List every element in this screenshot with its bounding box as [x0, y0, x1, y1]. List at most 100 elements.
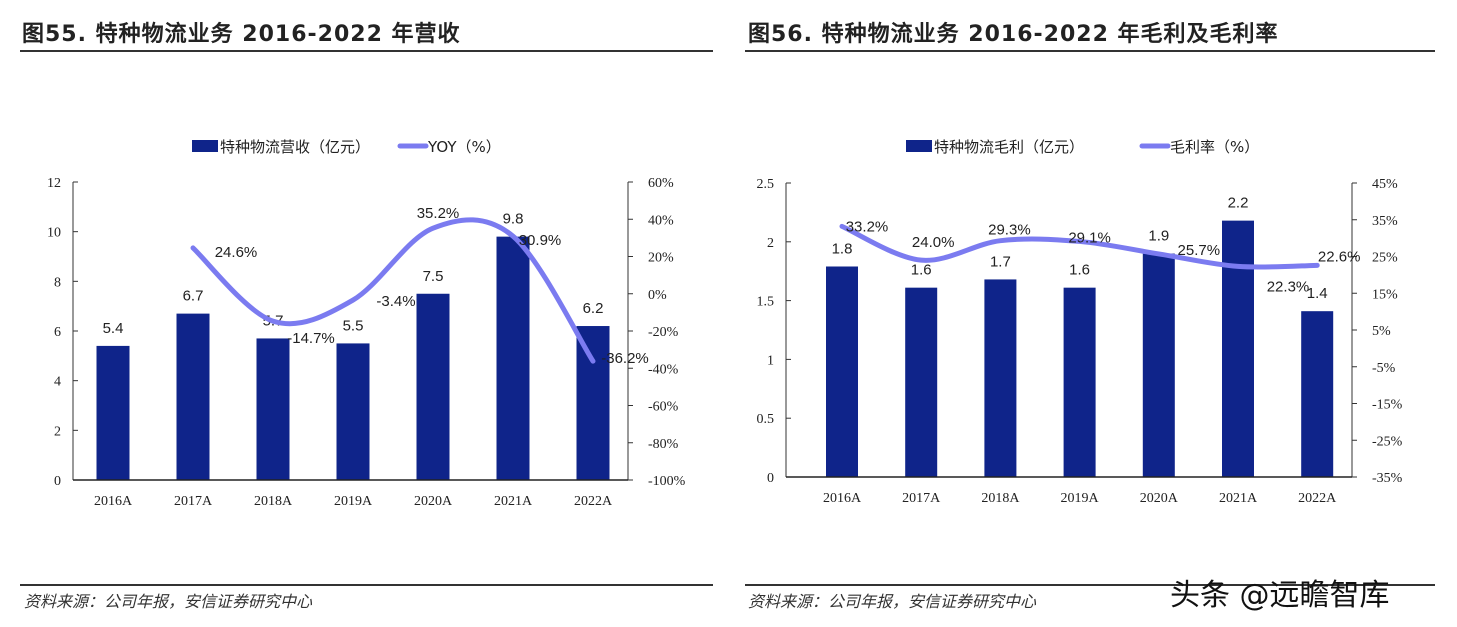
bar-data-label: 1.4 — [1307, 285, 1328, 302]
legend-bar-label: 特种物流毛利（亿元） — [934, 138, 1084, 156]
line-data-label: -3.4% — [376, 293, 415, 310]
left-tick-label: 0 — [767, 471, 774, 486]
line-data-label: 30.9% — [519, 232, 562, 249]
legend-bar-label: 特种物流营收（亿元） — [220, 138, 370, 156]
x-tick-label: 2021A — [494, 494, 533, 509]
right-tick-label: 40% — [648, 213, 674, 228]
bar-data-label: 1.8 — [832, 240, 853, 257]
x-tick-label: 2020A — [414, 494, 453, 509]
bar-2020A — [416, 293, 450, 480]
bar-data-label: 1.9 — [1148, 228, 1169, 245]
bar-data-label: 6.2 — [583, 300, 604, 317]
left-tick-label: 2 — [767, 236, 774, 251]
right-tick-label: -40% — [648, 362, 679, 377]
bar-data-label: 9.8 — [503, 211, 524, 228]
right-tick-label: 45% — [1372, 177, 1398, 192]
bar-data-label: 6.7 — [183, 288, 204, 305]
left-chart-title: 图55. 特种物流业务 2016-2022 年营收 — [22, 22, 461, 47]
x-tick-label: 2022A — [574, 494, 613, 509]
bar-2016A — [96, 345, 130, 480]
left-tick-label: 2.5 — [757, 177, 775, 192]
right-tick-label: -100% — [648, 474, 686, 489]
x-tick-label: 2021A — [1219, 491, 1258, 506]
bar-data-label: 1.6 — [1069, 262, 1090, 279]
bar-data-label: 2.2 — [1228, 195, 1249, 212]
legend-bar-swatch — [906, 140, 932, 152]
line-data-label: 22.3% — [1267, 278, 1310, 295]
x-tick-label: 2016A — [823, 491, 862, 506]
line-data-label: 24.0% — [912, 234, 955, 251]
line-data-label: 29.3% — [988, 222, 1031, 239]
x-tick-label: 2018A — [981, 491, 1020, 506]
legend-line-label: YOY（%） — [427, 138, 501, 156]
right-tick-label: -5% — [1372, 361, 1396, 376]
bar-2020A — [1142, 253, 1175, 477]
bar-2022A — [1301, 311, 1334, 477]
bar-2016A — [826, 266, 858, 477]
right-tick-label: 0% — [648, 288, 667, 303]
left-title-rule — [20, 50, 713, 52]
left-tick-label: 10 — [47, 226, 61, 241]
bar-data-label: 7.5 — [423, 268, 444, 285]
right-source: 资料来源：公司年报，安信证券研究中心 — [748, 592, 1037, 611]
line-series — [190, 217, 596, 364]
x-tick-label: 2017A — [902, 491, 941, 506]
line-data-label: -14.7% — [287, 330, 335, 347]
x-tick-label: 2017A — [174, 494, 213, 509]
x-tick-label: 2020A — [1140, 491, 1179, 506]
bar-2021A — [496, 236, 530, 480]
right-tick-label: -15% — [1372, 398, 1403, 413]
bar-data-label: 5.5 — [343, 317, 364, 334]
bar-data-label: 5.4 — [103, 320, 124, 337]
left-source: 资料来源：公司年报，安信证券研究中心 — [24, 592, 313, 611]
bar-2017A — [176, 313, 210, 480]
right-tick-label: 60% — [648, 176, 674, 191]
left-tick-label: 8 — [54, 275, 61, 290]
bar-2018A — [984, 279, 1017, 477]
line-data-label: 33.2% — [846, 218, 889, 235]
right-source-rule — [745, 584, 1435, 586]
left-tick-label: 1.5 — [757, 295, 775, 310]
bar-2021A — [1222, 220, 1254, 477]
left-tick-label: 0 — [54, 474, 61, 489]
right-tick-label: 25% — [1372, 251, 1398, 266]
right-tick-label: 5% — [1372, 324, 1391, 339]
x-tick-label: 2019A — [1061, 491, 1100, 506]
left-tick-label: 6 — [54, 325, 61, 340]
left-tick-label: 4 — [54, 375, 61, 390]
bar-data-label: 1.6 — [911, 262, 932, 279]
left-tick-label: 2 — [54, 424, 61, 439]
right-tick-label: -35% — [1372, 471, 1403, 486]
x-tick-label: 2019A — [334, 494, 373, 509]
right-tick-label: -60% — [648, 400, 679, 415]
line-data-label: 29.1% — [1068, 229, 1111, 246]
bar-2018A — [256, 338, 290, 480]
right-tick-label: -25% — [1372, 434, 1403, 449]
x-tick-label: 2016A — [94, 494, 133, 509]
right-title-rule — [745, 50, 1435, 52]
right-chart-title: 图56. 特种物流业务 2016-2022 年毛利及毛利率 — [748, 22, 1279, 47]
bar-2022A — [576, 326, 610, 480]
right-tick-label: 35% — [1372, 214, 1398, 229]
bar-2019A — [336, 343, 370, 480]
left-tick-label: 12 — [47, 176, 61, 191]
line-data-label: 25.7% — [1178, 242, 1221, 259]
right-tick-label: 15% — [1372, 287, 1398, 302]
line-data-label: 24.6% — [215, 244, 258, 261]
line-data-label: 35.2% — [417, 205, 460, 222]
right-tick-label: -80% — [648, 437, 679, 452]
line-data-label: -36.2% — [601, 350, 649, 367]
right-tick-label: 20% — [648, 251, 674, 266]
x-tick-label: 2018A — [254, 494, 293, 509]
left-tick-label: 0.5 — [757, 412, 775, 427]
x-tick-label: 2022A — [1298, 491, 1337, 506]
legend-bar-swatch — [192, 140, 218, 152]
legend-line-label: 毛利率（%） — [1170, 138, 1259, 156]
left-source-rule — [20, 584, 713, 586]
line-data-label: 22.6% — [1318, 248, 1361, 265]
watermark: 头条 @远瞻智库 — [1170, 578, 1390, 613]
bar-data-label: 1.7 — [990, 253, 1011, 270]
bar-2017A — [905, 287, 938, 477]
right-tick-label: -20% — [648, 325, 679, 340]
